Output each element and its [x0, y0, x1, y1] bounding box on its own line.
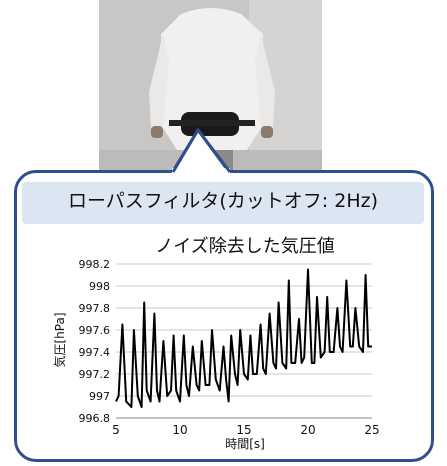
x-tick-label: 25: [364, 423, 379, 437]
series-layer: [115, 268, 372, 408]
y-axis-label: 気圧[hPa]: [52, 312, 67, 367]
x-tick-label: 15: [236, 423, 251, 437]
y-tick-label: 997: [89, 390, 110, 403]
pressure-series-line: [115, 268, 372, 408]
x-axis-label: 時間[s]: [225, 437, 265, 451]
y-tick-label: 998.2: [79, 258, 111, 271]
chart-title: ノイズ除去した気圧値: [155, 236, 335, 257]
y-tick-label: 997.4: [79, 346, 111, 359]
y-tick-label: 997.2: [79, 368, 111, 381]
x-tick-labels: 5 10 15 20 25: [112, 423, 379, 437]
y-tick-label: 998: [89, 280, 110, 293]
person-with-sensor-photo: [99, 0, 322, 172]
y-tick-labels: 996.8 997 997.2 997.4 997.6 997.8 998 998.2: [79, 258, 111, 425]
callout-title: ローパスフィルタ(カットオフ: 2Hz): [67, 190, 379, 212]
x-tick-label: 5: [112, 423, 120, 437]
x-tick-label: 10: [172, 423, 187, 437]
y-tick-label: 996.8: [79, 412, 111, 425]
callout-header: [22, 182, 424, 224]
y-tick-label: 997.8: [79, 302, 111, 315]
y-tick-label: 997.6: [79, 324, 111, 337]
x-tick-label: 20: [300, 423, 315, 437]
